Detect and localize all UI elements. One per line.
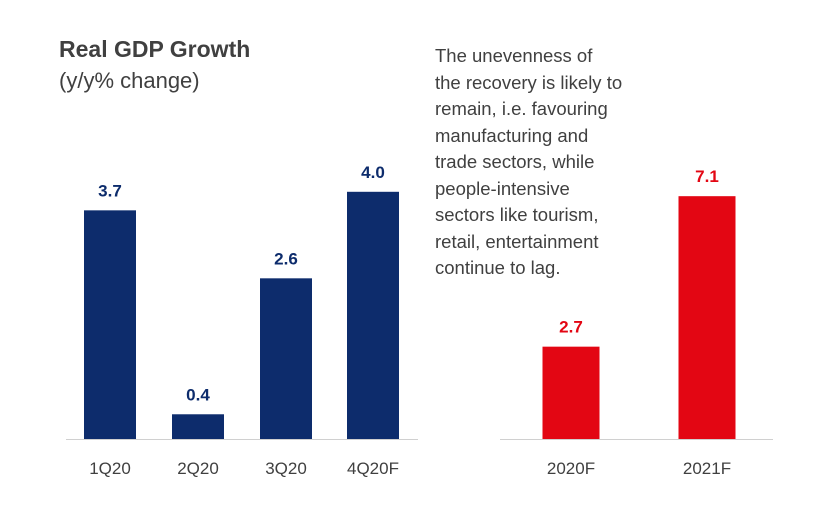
data-label-3Q20: 2.6 [274, 249, 298, 268]
data-label-2020F: 2.7 [559, 318, 583, 337]
x-tick-label-2Q20: 2Q20 [177, 459, 219, 478]
x-tick-label-2020F: 2020F [547, 459, 595, 478]
bar-3Q20 [260, 278, 312, 439]
chart-subtitle: (y/y% change) [59, 68, 200, 93]
bar-1Q20 [84, 210, 136, 439]
commentary-text: The unevenness of the recovery is likely… [435, 45, 623, 278]
bar-2021F [678, 196, 736, 439]
chart-title: Real GDP Growth [59, 36, 251, 62]
x-tick-label-1Q20: 1Q20 [89, 459, 131, 478]
data-label-2Q20: 0.4 [186, 385, 210, 404]
bar-2020F [542, 346, 600, 439]
x-tick-label-3Q20: 3Q20 [265, 459, 307, 478]
x-tick-label-2021F: 2021F [683, 459, 731, 478]
x-tick-label-4Q20F: 4Q20F [347, 459, 399, 478]
bar-4Q20F [347, 191, 399, 439]
data-label-1Q20: 3.7 [98, 181, 122, 200]
data-label-2021F: 7.1 [695, 167, 719, 186]
bar-2Q20 [172, 414, 224, 439]
data-label-4Q20F: 4.0 [361, 163, 385, 182]
